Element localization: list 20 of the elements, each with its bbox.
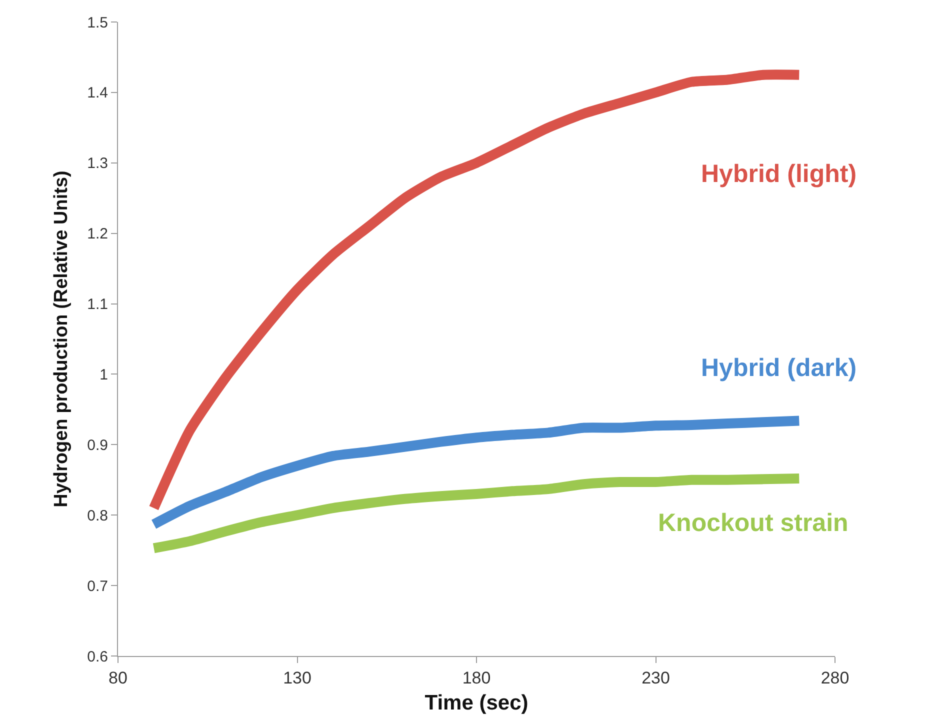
x-tick-label: 80 [108, 668, 128, 688]
x-tick-label: 130 [283, 668, 312, 688]
x-tick-label: 280 [820, 668, 850, 688]
y-tick-label: 1.5 [87, 14, 108, 32]
y-tick-label: 1.1 [87, 296, 108, 314]
series-label: Knockout strain [658, 509, 848, 537]
y-tick-label: 0.8 [87, 507, 108, 524]
x-axis-title: Time (sec) [424, 692, 528, 715]
y-tick-label: 0.9 [87, 436, 108, 454]
y-tick-label: 0.7 [87, 578, 108, 595]
text: Hybrid (light) [701, 160, 857, 188]
y-tick-label: 1.3 [87, 155, 108, 172]
y-tick-label: 1.2 [87, 226, 108, 243]
y-axis-title: Hydrogen production (Relative Units) [50, 170, 72, 508]
series-label: Hybrid (dark) [701, 354, 857, 382]
y-tick-label: 1 [100, 366, 108, 384]
y-tick-label: 0.6 [87, 648, 108, 666]
y-tick-label: 1.4 [87, 84, 108, 102]
x-tick-label: 230 [642, 668, 670, 688]
x-tick-label: 180 [462, 668, 491, 688]
